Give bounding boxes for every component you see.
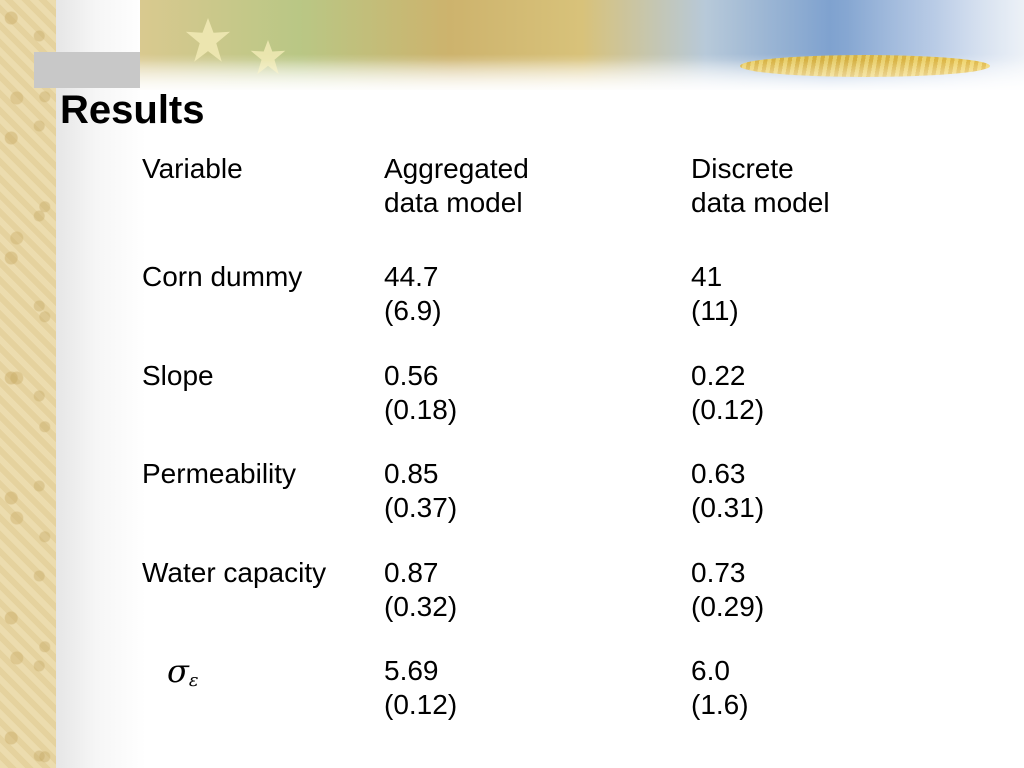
header-aggregated-line2: data model: [384, 187, 523, 218]
row-discrete-value: 6.0: [691, 655, 730, 686]
left-gradient: [56, 0, 146, 768]
row-aggregated-se: (0.18): [384, 394, 458, 425]
sigma-symbol: σ: [167, 652, 189, 690]
row-discrete-se: (1.6): [691, 689, 749, 720]
row-variable: Corn dummy: [142, 261, 303, 292]
row-variable: Permeability: [142, 458, 297, 489]
header-variable: Variable: [142, 153, 243, 184]
slide-title: Results: [60, 88, 205, 132]
row-discrete-se: (11): [691, 295, 739, 326]
row-aggregated-se: (6.9): [384, 295, 442, 326]
row-discrete-value: 0.73: [691, 557, 746, 588]
left-decorative-strip: [0, 0, 56, 768]
banner-gray-block: [34, 52, 144, 88]
row-discrete-value: 41: [691, 261, 723, 292]
row-aggregated-se: (0.37): [384, 492, 458, 523]
row-discrete-value: 0.63: [691, 458, 746, 489]
row-aggregated-value: 0.56: [384, 360, 439, 391]
row-aggregated-value: 0.87: [384, 557, 439, 588]
header-discrete-line1: Discrete: [691, 153, 794, 184]
row-discrete-se: (0.29): [691, 591, 765, 622]
epsilon-subscript: ε: [188, 670, 199, 691]
sigma-epsilon-symbol: σε: [167, 654, 199, 694]
row-variable: Slope: [142, 360, 214, 391]
row-discrete-se: (0.12): [691, 394, 765, 425]
header-aggregated-line1: Aggregated: [384, 153, 529, 184]
banner-fade: [140, 60, 1024, 120]
header-discrete-line2: data model: [691, 187, 830, 218]
row-aggregated-se: (0.12): [384, 689, 458, 720]
row-aggregated-value: 5.69: [384, 655, 439, 686]
row-aggregated-value: 0.85: [384, 458, 439, 489]
row-variable: Water capacity: [142, 557, 327, 588]
row-aggregated-se: (0.32): [384, 591, 458, 622]
row-aggregated-value: 44.7: [384, 261, 439, 292]
row-discrete-se: (0.31): [691, 492, 765, 523]
row-discrete-value: 0.22: [691, 360, 746, 391]
